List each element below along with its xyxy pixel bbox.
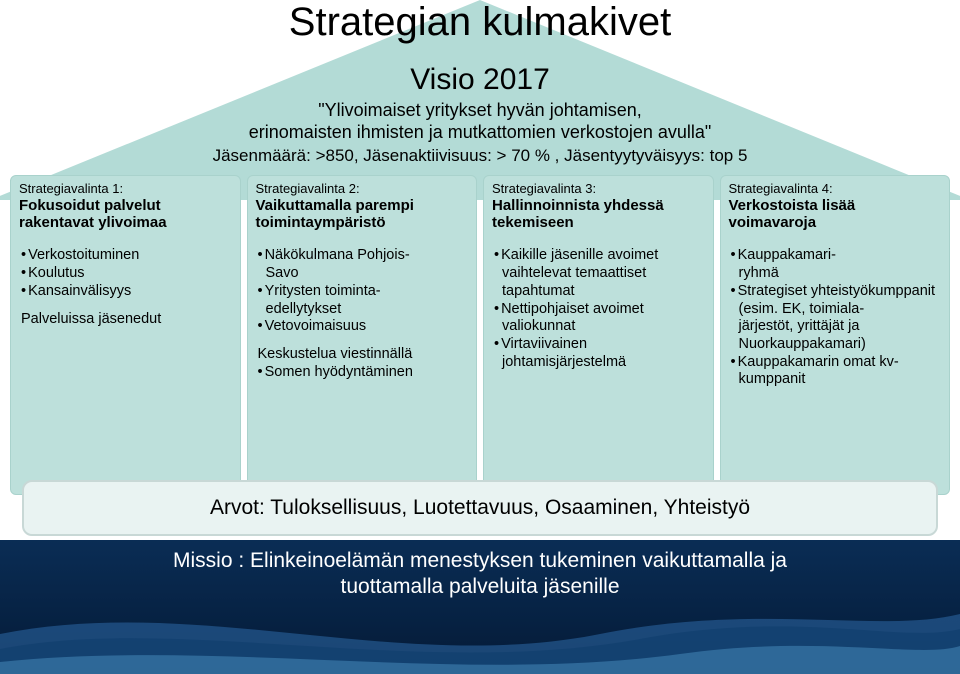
column-1-heading: Fokusoidut palvelut rakentavat ylivoimaa (19, 197, 232, 232)
strategy-columns: Strategiavalinta 1: Fokusoidut palvelut … (10, 175, 950, 495)
column-2-body: Näkökulmana Pohjois- Savo Yritysten toim… (248, 239, 477, 494)
column-3-label: Strategiavalinta 3: (492, 182, 705, 197)
column-3-body: Kaikille jäsenille avoimet vaihtelevat t… (484, 239, 713, 494)
list-item: Vetovoimaisuus (266, 318, 469, 336)
list-item: Näkökulmana Pohjois- Savo (266, 247, 469, 282)
column-3-head: Strategiavalinta 3: Hallinnoinnista yhde… (484, 176, 713, 239)
column-4-label: Strategiavalinta 4: (729, 182, 942, 197)
visio-line2: erinomaisten ihmisten ja mutkattomien ve… (249, 122, 712, 142)
list-item: Virtaviivainen johtamisjärjestelmä (502, 336, 705, 371)
column-1-head: Strategiavalinta 1: Fokusoidut palvelut … (11, 176, 240, 239)
column-3-heading: Hallinnoinnista yhdessä tekemiseen (492, 197, 705, 232)
list-item: Kaikille jäsenille avoimet vaihtelevat t… (502, 247, 705, 300)
list-item: Koulutus (29, 265, 232, 283)
column-2: Strategiavalinta 2: Vaikuttamalla paremp… (247, 175, 478, 495)
list-item: Kauppakamarin omat kv-kumppanit (739, 354, 942, 389)
column-2-label: Strategiavalinta 2: (256, 182, 469, 197)
visio-line1: "Ylivoimaiset yritykset hyvän johtamisen… (318, 100, 642, 120)
mission-text: Missio : Elinkeinoelämän menestyksen tuk… (0, 548, 960, 601)
list-item: Somen hyödyntäminen (266, 364, 469, 382)
column-4-head: Strategiavalinta 4: Verkostoista lisää v… (721, 176, 950, 239)
list-item: Kansainvälisyys (29, 283, 232, 301)
values-bar: Arvot: Tuloksellisuus, Luotettavuus, Osa… (22, 480, 938, 536)
visio-metrics: Jäsenmäärä: >850, Jäsenaktiivisuus: > 70… (0, 146, 960, 166)
visio-title: Visio 2017 (0, 63, 960, 97)
column-4-heading: Verkostoista lisää voimavaroja (729, 197, 942, 232)
column-2-plain: Keskustelua viestinnällä (258, 346, 469, 364)
column-2-head: Strategiavalinta 2: Vaikuttamalla paremp… (248, 176, 477, 239)
column-1-body: Verkostoituminen Koulutus Kansainvälisyy… (11, 239, 240, 494)
page-title: Strategian kulmakivet (0, 0, 960, 45)
column-1-label: Strategiavalinta 1: (19, 182, 232, 197)
column-3: Strategiavalinta 3: Hallinnoinnista yhde… (483, 175, 714, 495)
column-1: Strategiavalinta 1: Fokusoidut palvelut … (10, 175, 241, 495)
list-item: Kauppakamari- ryhmä (739, 247, 942, 282)
list-item: Verkostoituminen (29, 247, 232, 265)
column-1-plain: Palveluissa jäsenedut (21, 311, 232, 329)
mission-line1: Missio : Elinkeinoelämän menestyksen tuk… (173, 549, 787, 572)
list-item: Yritysten toiminta- edellytykset (266, 283, 469, 318)
visio-subtitle: "Ylivoimaiset yritykset hyvän johtamisen… (0, 100, 960, 143)
list-item: Nettipohjaiset avoimet valiokunnat (502, 301, 705, 336)
column-4-body: Kauppakamari- ryhmä Strategiset yhteisty… (721, 239, 950, 494)
mission-line2: tuottamalla palveluita jäsenille (341, 575, 620, 598)
column-4: Strategiavalinta 4: Verkostoista lisää v… (720, 175, 951, 495)
list-item: Strategiset yhteistyökumppanit (esim. EK… (739, 283, 942, 354)
values-bar-wrap: Arvot: Tuloksellisuus, Luotettavuus, Osa… (22, 480, 938, 536)
column-2-heading: Vaikuttamalla parempi toimintaympäristö (256, 197, 469, 232)
